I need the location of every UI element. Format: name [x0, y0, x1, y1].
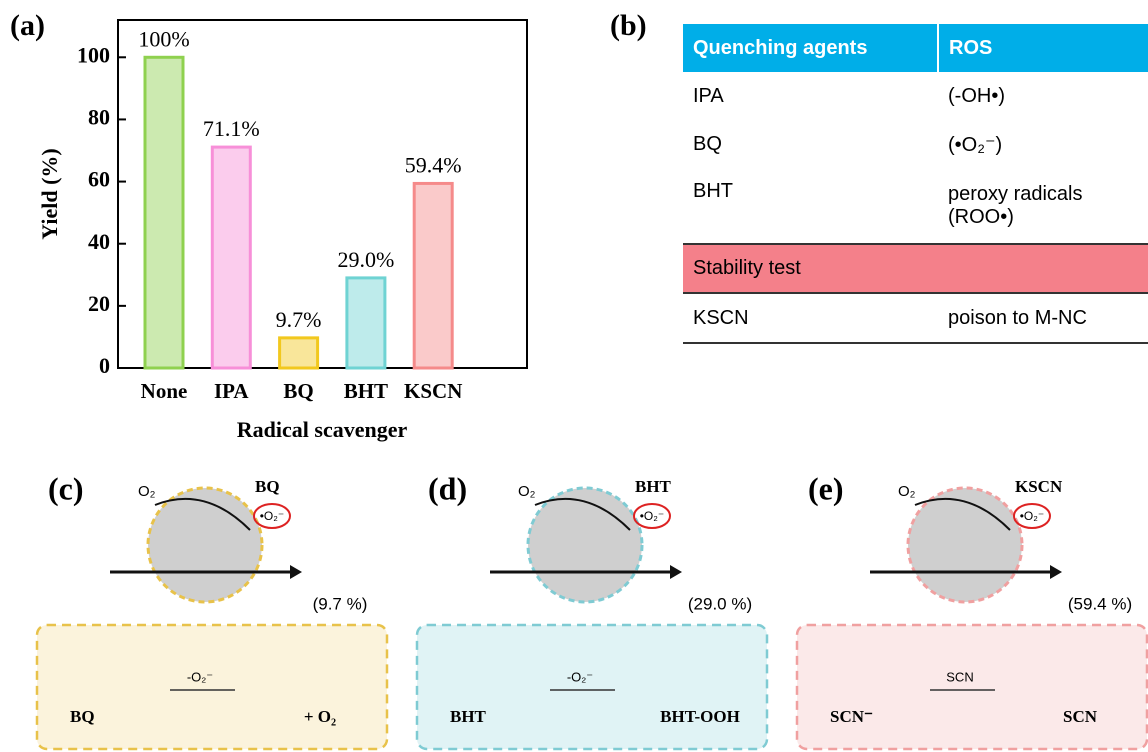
arrow-head	[670, 565, 682, 579]
oxidant: O₂	[898, 483, 916, 500]
o2-arrow	[914, 497, 1011, 531]
cell: KSCN	[683, 293, 938, 344]
arrow-head	[290, 565, 302, 579]
box-left: SCN⁻	[830, 707, 873, 726]
o2-arrow	[534, 497, 631, 531]
y-tick-label: 40	[88, 229, 110, 254]
x-axis-label: Radical scavenger	[237, 417, 408, 442]
reagent: KSCN	[1015, 477, 1063, 496]
box-left: BHT	[450, 707, 487, 726]
panel-label: (a)	[10, 9, 45, 42]
catalyst-sphere	[906, 486, 1024, 604]
section-row: Stability test	[683, 243, 1148, 294]
cell: BHT	[693, 180, 733, 202]
box-left: BQ	[70, 707, 95, 726]
table-row: KSCN poison to M-NC	[683, 293, 1148, 344]
y-tick-label: 20	[88, 291, 110, 316]
y-axis-label: Yield (%)	[37, 148, 62, 239]
x-tick-label: IPA	[214, 379, 249, 403]
mechanism-box	[35, 623, 389, 751]
reagent: BHT	[635, 477, 672, 496]
scheme-panel: (d) O₂ BHT •O₂⁻ (29.0 %) BHT -O₂⁻ BHT-OOH	[415, 470, 769, 751]
arrow-head	[1050, 565, 1062, 579]
header-cell: ROS	[938, 24, 1148, 72]
y-tick-label: 80	[88, 104, 110, 129]
scheme-panel: (e) O₂ KSCN •O₂⁻ (59.4 %) SCN⁻ SCN SCN	[795, 470, 1148, 751]
panel-label: (c)	[48, 470, 84, 506]
cell: (•O₂⁻)	[948, 133, 1003, 156]
cell: peroxy radicals (ROO•)	[948, 182, 1083, 228]
species: •O₂⁻	[1020, 509, 1045, 523]
catalyst-sphere	[526, 486, 644, 604]
box-right: + O₂	[304, 707, 336, 726]
panel-label: (d)	[428, 470, 467, 506]
species-ring	[1013, 503, 1051, 529]
catalyst-sphere	[146, 486, 264, 604]
header-cell: Quenching agents	[683, 24, 939, 72]
value-label: 9.7%	[276, 307, 322, 332]
species-ring	[253, 503, 291, 529]
oxidant: O₂	[138, 483, 156, 500]
value-label: 100%	[138, 26, 189, 51]
box-right: BHT-OOH	[660, 707, 740, 726]
value-label: 59.4%	[405, 152, 462, 177]
x-tick-label: BHT	[344, 379, 388, 403]
panel-label: (b)	[610, 9, 647, 42]
cell: BQ	[693, 132, 722, 155]
ros-table: Quenching agents ROS IPA (-OH•) BQ (•O₂⁻) B…	[683, 24, 1148, 344]
bar	[210, 145, 252, 370]
table-row: BQ (•O₂⁻)	[683, 120, 1148, 168]
cell: poison to M-NC	[938, 293, 1148, 344]
panel-label: (e)	[808, 470, 844, 506]
x-tick-label: KSCN	[404, 379, 462, 403]
table-header: Quenching agents ROS	[683, 24, 1148, 72]
y-tick-label: 100	[77, 42, 110, 67]
value-label: 71.1%	[203, 116, 260, 141]
table-row: BHT peroxy radicals (ROO•)	[683, 168, 1148, 244]
y-tick-label: 0	[99, 353, 110, 378]
mechanism-box	[795, 623, 1148, 751]
species: •O₂⁻	[640, 509, 665, 523]
bar	[278, 336, 320, 370]
y-tick-label: 60	[88, 167, 110, 192]
scheme-panel: (c) O₂ BQ •O₂⁻ (9.7 %) BQ -O₂⁻ + O₂	[35, 470, 389, 751]
cell: (-OH•)	[948, 84, 1005, 107]
table-row: IPA (-OH•)	[683, 72, 1148, 120]
plot-frame	[117, 19, 528, 369]
box-right: SCN	[1063, 707, 1098, 726]
x-tick-label: BQ	[283, 379, 313, 403]
yield: (9.7 %)	[313, 594, 368, 613]
section-cell: Stability test	[683, 243, 1148, 294]
box-arrow: SCN	[946, 669, 973, 684]
o2-arrow	[154, 497, 251, 531]
value-label: 29.0%	[337, 247, 394, 272]
yield: (29.0 %)	[688, 594, 752, 613]
box-arrow: -O₂⁻	[187, 669, 213, 684]
species-ring	[633, 503, 671, 529]
bar	[345, 276, 387, 370]
reagent: BQ	[255, 477, 280, 496]
mechanism-box	[415, 623, 769, 751]
cell: IPA	[693, 84, 724, 107]
x-tick-label: None	[141, 379, 188, 403]
bar	[412, 181, 454, 370]
yield: (59.4 %)	[1068, 594, 1132, 613]
box-arrow: -O₂⁻	[567, 669, 593, 684]
bar	[143, 55, 185, 370]
oxidant: O₂	[518, 483, 536, 500]
species: •O₂⁻	[260, 509, 285, 523]
